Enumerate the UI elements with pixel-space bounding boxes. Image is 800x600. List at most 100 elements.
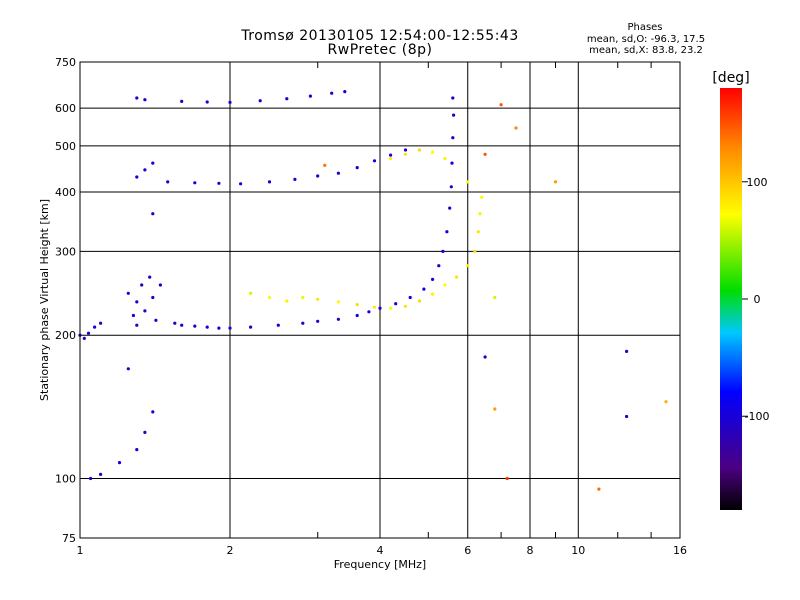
phases-o-mode-stats: mean, sd,O: -96.3, 17.5 <box>586 34 706 45</box>
scatter-point-s0-59 <box>180 99 184 103</box>
y-axis-label: Stationary phase Virtual Height [km] <box>38 199 51 401</box>
scatter-point-s0-56 <box>151 161 155 165</box>
x-tick-label-0: 1 <box>77 544 84 557</box>
scatter-point-s0-46 <box>267 180 272 184</box>
scatter-point-s0-54 <box>135 175 139 179</box>
scatter-point-s0-73 <box>126 367 130 371</box>
y-tick-label-0: 75 <box>62 532 76 545</box>
scatter-point-s0-23 <box>301 321 305 325</box>
scatter-point-s0-5 <box>126 291 130 295</box>
scatter-point-s1-2 <box>285 299 289 303</box>
x-tick-label-6: 16 <box>673 544 687 557</box>
scatter-point-s0-66 <box>343 90 347 94</box>
x-axis-label: Frequency [MHz] <box>334 558 426 571</box>
scatter-point-s0-27 <box>367 310 371 314</box>
scatter-point-s0-10 <box>131 313 135 318</box>
scatter-point-s0-17 <box>193 324 197 328</box>
scatter-point-s0-77 <box>625 414 629 419</box>
scatter-point-s0-35 <box>445 230 449 234</box>
plot-frame <box>79 61 681 539</box>
scatter-point-s1-17 <box>478 212 482 216</box>
scatter-point-s1-13 <box>455 275 459 279</box>
scatter-point-s0-4 <box>99 321 103 325</box>
colorbar-tick-label-1: 0 <box>754 293 761 306</box>
y-tick-label-2: 200 <box>55 329 76 342</box>
scatter-point-s0-39 <box>451 136 455 140</box>
scatter-point-s0-37 <box>449 185 453 189</box>
x-tick-label-3: 6 <box>464 544 471 557</box>
scatter-point-s1-15 <box>473 249 477 253</box>
scatter-point-s0-58 <box>143 98 147 102</box>
scatter-point-s1-3 <box>301 295 305 300</box>
scatter-point-s0-55 <box>143 168 147 172</box>
scatter-point-s1-5 <box>336 300 340 304</box>
scatter-point-s0-24 <box>316 319 320 323</box>
scatter-point-s1-30 <box>514 126 518 130</box>
scatter-point-s1-24 <box>443 157 447 161</box>
scatter-point-s0-22 <box>276 323 280 327</box>
y-tick-label-7: 750 <box>55 56 76 69</box>
scatter-point-s0-67 <box>89 476 93 481</box>
scatter-point-s0-2 <box>86 331 91 335</box>
scatter-point-s0-63 <box>285 97 289 101</box>
scatter-point-s1-6 <box>355 303 359 307</box>
scatter-point-s0-47 <box>293 177 297 181</box>
scatter-point-s0-33 <box>437 264 441 268</box>
scatter-point-s1-27 <box>499 103 503 107</box>
scatter-point-s1-4 <box>316 297 320 301</box>
scatter-point-s0-13 <box>148 275 152 279</box>
scatter-point-s1-29 <box>493 407 497 411</box>
scatter-point-s1-26 <box>493 295 497 300</box>
scatter-point-s1-20 <box>389 157 393 161</box>
colorbar-unit-label: [deg] <box>712 70 749 86</box>
axis-ticks: 1 2 4 6 8 10 16 75 100 200 300 400 500 600 750 <box>55 56 687 557</box>
y-tick-label-3: 300 <box>55 245 76 258</box>
scatter-point-s1-11 <box>431 292 435 296</box>
scatter-point-s0-53 <box>403 148 408 152</box>
scatter-point-s0-44 <box>217 181 221 185</box>
scatter-point-s1-8 <box>389 306 393 310</box>
scatter-point-s0-70 <box>135 448 139 452</box>
scatter-point-s0-11 <box>140 283 144 287</box>
x-tick-label-2: 4 <box>377 544 384 557</box>
scatter-point-s1-7 <box>372 305 377 309</box>
scatter-point-s1-12 <box>443 283 447 287</box>
scatter-point-s0-21 <box>249 325 253 329</box>
scatter-point-s0-3 <box>93 325 97 329</box>
scatter-point-s0-20 <box>228 326 232 330</box>
x-tick-label-4: 8 <box>527 544 534 557</box>
scatter-point-s0-6 <box>135 300 139 304</box>
scatter-point-s1-1 <box>267 295 272 300</box>
scatter-point-s0-38 <box>450 161 454 165</box>
colorbar-tick-label-2: -100 <box>745 410 770 423</box>
scatter-point-s1-25 <box>323 163 327 167</box>
phases-x-mode-stats: mean, sd,X: 83.8, 23.2 <box>589 45 703 56</box>
scatter-point-s0-9 <box>158 283 162 287</box>
colorbar <box>720 88 742 510</box>
x-tick-label-1: 2 <box>227 544 234 557</box>
scatter-point-s0-36 <box>448 206 452 210</box>
scatter-point-s0-43 <box>193 181 197 185</box>
chart-title: Tromsø 20130105 12:54:00-12:55:43 <box>241 28 519 44</box>
scatter-point-s0-52 <box>389 153 393 157</box>
phases-title: Phases <box>627 22 663 33</box>
scatter-point-s1-14 <box>466 264 470 268</box>
y-tick-label-4: 400 <box>55 186 76 199</box>
scatter-point-s1-18 <box>480 195 484 199</box>
scatter-point-s0-49 <box>336 171 340 175</box>
scatter-point-s0-50 <box>355 166 359 170</box>
scatter-point-s0-72 <box>151 410 155 414</box>
scatter-point-s0-41 <box>451 96 455 100</box>
scatter-point-s0-32 <box>431 277 435 281</box>
scatter-point-s1-9 <box>403 304 408 308</box>
scatter-point-s1-33 <box>483 152 487 156</box>
scatter-point-s0-34 <box>441 249 445 253</box>
y-tick-label-1: 100 <box>55 473 76 486</box>
grid-lines <box>80 62 680 538</box>
scatter-point-s0-16 <box>180 323 184 327</box>
scatter-point-s0-25 <box>336 317 340 321</box>
scatter-point-s0-69 <box>117 461 122 465</box>
scatter-point-s0-74 <box>151 212 155 216</box>
scatter-point-s0-68 <box>99 472 103 476</box>
